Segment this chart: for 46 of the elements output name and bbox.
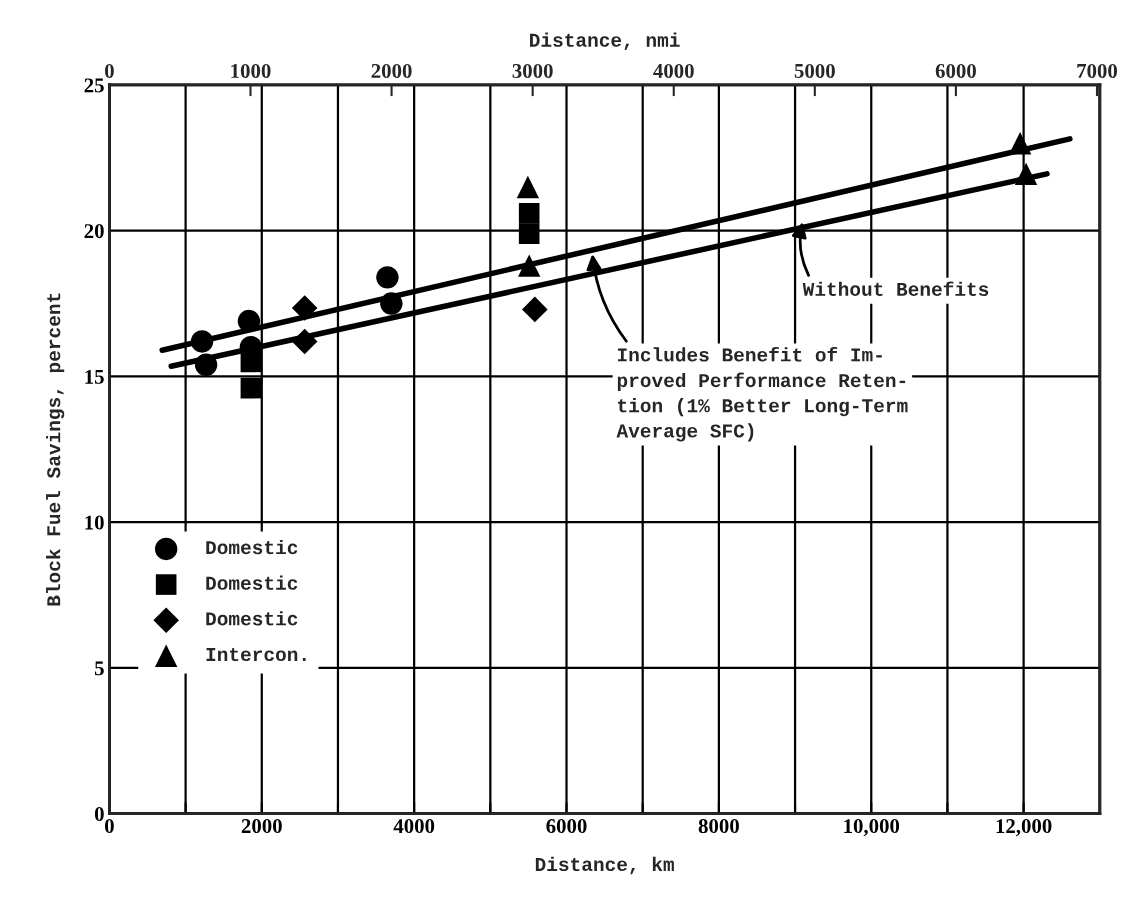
x-tick-label: 0 [105,819,114,834]
x2-tick-label: 2000 [371,63,412,78]
point [194,353,218,376]
point [240,377,262,399]
x-tick-label: 4000 [393,819,435,834]
point [291,328,318,355]
x2-tick-label: 0 [105,63,114,78]
y-tick-label: 10 [85,515,104,530]
y-tick-label: 25 [84,78,104,93]
point [190,330,214,353]
point [516,175,540,199]
y-axis-title: Block Fuel Savings, percent [46,293,65,606]
annotation: Includes Benefit of Im- proved Performance Reten- tion (1% Better Long-Term Average SFC) [616,347,908,442]
point [237,309,261,333]
x2-tick-label: 7000 [1077,63,1118,78]
point [291,295,318,321]
x-tick-label: 6000 [546,819,587,834]
x-axis-title: Distance, km [535,856,674,875]
point [518,202,540,224]
x2-tick-label: 4000 [653,63,694,78]
y-tick-label: 15 [85,369,104,384]
y-tick-label: 0 [94,806,104,822]
point [522,296,548,323]
x-tick-label: 8000 [698,819,739,834]
y-tick-label: 5 [94,661,104,676]
x2-tick-label: 1000 [231,63,271,78]
point [1008,132,1032,155]
x2-tick-label: 3000 [512,63,553,78]
point [240,351,262,373]
legend-label: Domestic [206,539,298,555]
point [517,254,541,277]
x2-tick-label: 6000 [935,63,976,78]
y-tick-label: 20 [84,224,104,239]
point [518,223,540,244]
x-tick-label: 2000 [241,819,282,834]
x2-axis-title: Distance, nmi [530,32,680,51]
point [1014,162,1038,186]
x-tick-label: 10,000 [844,819,900,837]
point [376,266,399,289]
annotation: Without Benefits [802,281,989,296]
legend-label: Domestic [206,611,298,626]
legend-label: Domestic [206,575,298,590]
point [380,292,403,315]
legend-label: Intercon. [206,647,306,662]
x-tick-label: 12,000 [996,819,1052,837]
x2-tick-label: 5000 [794,63,835,78]
